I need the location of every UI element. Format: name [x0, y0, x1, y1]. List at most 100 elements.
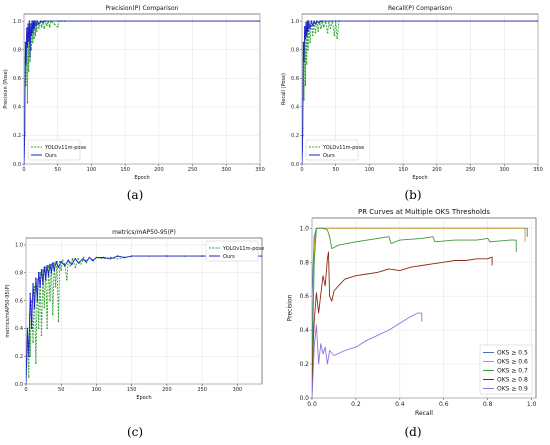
- chart-c-point-1: [26, 383, 27, 384]
- chart-c-xtick-label: 300: [233, 387, 243, 393]
- chart-c-point-0: [35, 362, 37, 364]
- chart-c-point-1: [261, 255, 262, 257]
- chart-b-svg: 0.0 0.2 0.4 0.6 0.8 1.0 0 50 100 150 200 250 300 350 R…: [281, 5, 543, 181]
- chart-c-point-1: [33, 306, 36, 309]
- chart-c-point-0: [33, 285, 36, 288]
- chart-c-point-0: [49, 299, 51, 302]
- chart-a-point-1: [24, 163, 25, 164]
- chart-a-xtick-label: 300: [222, 167, 232, 173]
- chart-panel-c: 0.0 0.2 0.4 0.6 0.8 1.0 0 50 100 150 200 250 300 metr…: [0, 218, 270, 406]
- chart-c-point-1: [37, 271, 40, 274]
- chart-b-legend-label-1: Ours: [323, 153, 335, 159]
- chart-c-point-0: [51, 313, 54, 316]
- chart-c-point-0: [71, 258, 74, 260]
- chart-b-ytick-label: 0.6: [291, 76, 299, 82]
- chart-c-point-0: [47, 265, 50, 267]
- chart-d-series-line-2: [312, 227, 517, 398]
- chart-d-ytick-label: 0.4: [299, 327, 309, 334]
- chart-c-xtick-label: 250: [197, 387, 207, 393]
- chart-b-point-1: [307, 30, 309, 32]
- chart-d-ytick-label: 0.2: [299, 361, 309, 368]
- chart-a-point-0: [43, 27, 46, 30]
- chart-a-point-1: [33, 20, 36, 22]
- chart-c-point-0: [42, 269, 44, 271]
- chart-b-point-1: [320, 20, 322, 22]
- chart-c-point-1: [53, 269, 55, 271]
- chart-b-point-0: [311, 34, 314, 37]
- chart-c-svg: 0.0 0.2 0.4 0.6 0.8 1.0 0 50 100 150 200 250 300 metr…: [5, 229, 264, 401]
- chart-a-ytick-label: 0.2: [13, 133, 21, 139]
- chart-a-point-0: [33, 37, 35, 40]
- chart-c-point-1: [74, 258, 77, 260]
- chart-b-point-0: [317, 30, 319, 32]
- chart-b-xtick-label: 350: [533, 167, 543, 173]
- chart-c-point-1: [50, 271, 53, 274]
- chart-b-xtick-label: 250: [466, 167, 476, 173]
- chart-b-point-0: [305, 63, 308, 65]
- chart-c-point-1: [63, 265, 66, 267]
- chart-a-point-0: [35, 20, 37, 22]
- chart-d-ytick-label: 1.0: [299, 225, 309, 232]
- chart-b-title: Recall(P) Comparison: [388, 5, 452, 12]
- chart-b-point-1: [302, 41, 305, 44]
- chart-c-point-1: [40, 269, 43, 271]
- chart-a-point-0: [31, 41, 34, 44]
- chart-c-point-1: [44, 278, 47, 281]
- chart-b-point-1: [310, 20, 313, 22]
- chart-a-point-1: [43, 20, 46, 22]
- caption-a: (a): [126, 188, 144, 202]
- chart-a-xtick-label: 200: [154, 167, 164, 173]
- chart-b-point-0: [309, 41, 311, 44]
- chart-b-point-1: [307, 20, 310, 22]
- chart-a-xlabel: Epoch: [134, 175, 149, 181]
- chart-b-point-1: [304, 37, 307, 40]
- chart-a-point-0: [25, 84, 27, 87]
- chart-c-point-1: [60, 260, 63, 263]
- chart-a-point-1: [26, 46, 29, 48]
- chart-b-ytick-label: 0.8: [291, 47, 299, 53]
- chart-d-ytick-label: 0.8: [299, 259, 309, 266]
- chart-a-xtick-label: 100: [87, 167, 97, 173]
- chart-c-point-0: [32, 341, 34, 344]
- chart-b-point-1: [313, 20, 315, 22]
- chart-c-point-1: [85, 260, 87, 263]
- chart-c-point-0: [28, 376, 30, 378]
- chart-a-title: Precision(P) Comparison: [106, 5, 179, 12]
- chart-a-xtick-label: 0: [22, 167, 25, 173]
- chart-c-series-group: [26, 255, 262, 384]
- chart-a-point-1: [38, 23, 40, 25]
- caption-c: (c): [126, 425, 144, 439]
- chart-d-xtick-label: 0.6: [439, 401, 449, 408]
- chart-b-point-0: [329, 27, 332, 30]
- chart-d-legend-label-2: OKS ≥ 0.7: [497, 368, 528, 375]
- chart-d-series-group: [312, 227, 528, 398]
- chart-a-point-1: [40, 20, 42, 22]
- chart-c-point-1: [78, 262, 80, 264]
- chart-c-ytick-label: 1.0: [15, 243, 23, 249]
- chart-b-point-1: [303, 26, 306, 28]
- chart-b-point-1: [309, 27, 311, 30]
- chart-c-point-1: [39, 285, 41, 288]
- chart-a-ytick-label: 0.6: [13, 76, 21, 82]
- chart-a-point-1: [36, 20, 39, 22]
- chart-a-point-1: [24, 41, 27, 44]
- chart-c-ylabel: metrics/mAP50-95(P): [5, 284, 11, 337]
- chart-c-point-0: [61, 259, 64, 262]
- chart-c-point-0: [37, 327, 40, 330]
- chart-a-point-0: [48, 26, 51, 28]
- chart-d-xlabel: Recall: [415, 410, 433, 417]
- chart-b-ytick-label: 0.0: [291, 162, 299, 168]
- chart-c-point-0: [77, 258, 79, 260]
- chart-a-point-0: [36, 30, 38, 32]
- chart-b-legend-label-0: YOLOv11m-pose: [322, 145, 364, 151]
- chart-a-ytick-label: 0.8: [13, 47, 21, 53]
- chart-b-point-0: [322, 26, 325, 28]
- chart-b-ytick-label: 0.4: [291, 105, 299, 111]
- chart-c-legend-label-1: Ours: [223, 254, 235, 260]
- chart-d-ytick-label: 0.6: [299, 293, 309, 300]
- chart-panel-b: 0.0 0.2 0.4 0.6 0.8 1.0 0 50 100 150 200 250 300 350 R…: [278, 0, 548, 183]
- chart-c-point-1: [47, 274, 50, 277]
- chart-c-point-1: [32, 283, 34, 285]
- chart-c-point-1: [92, 259, 94, 262]
- chart-a-legend-label-1: Ours: [45, 153, 57, 159]
